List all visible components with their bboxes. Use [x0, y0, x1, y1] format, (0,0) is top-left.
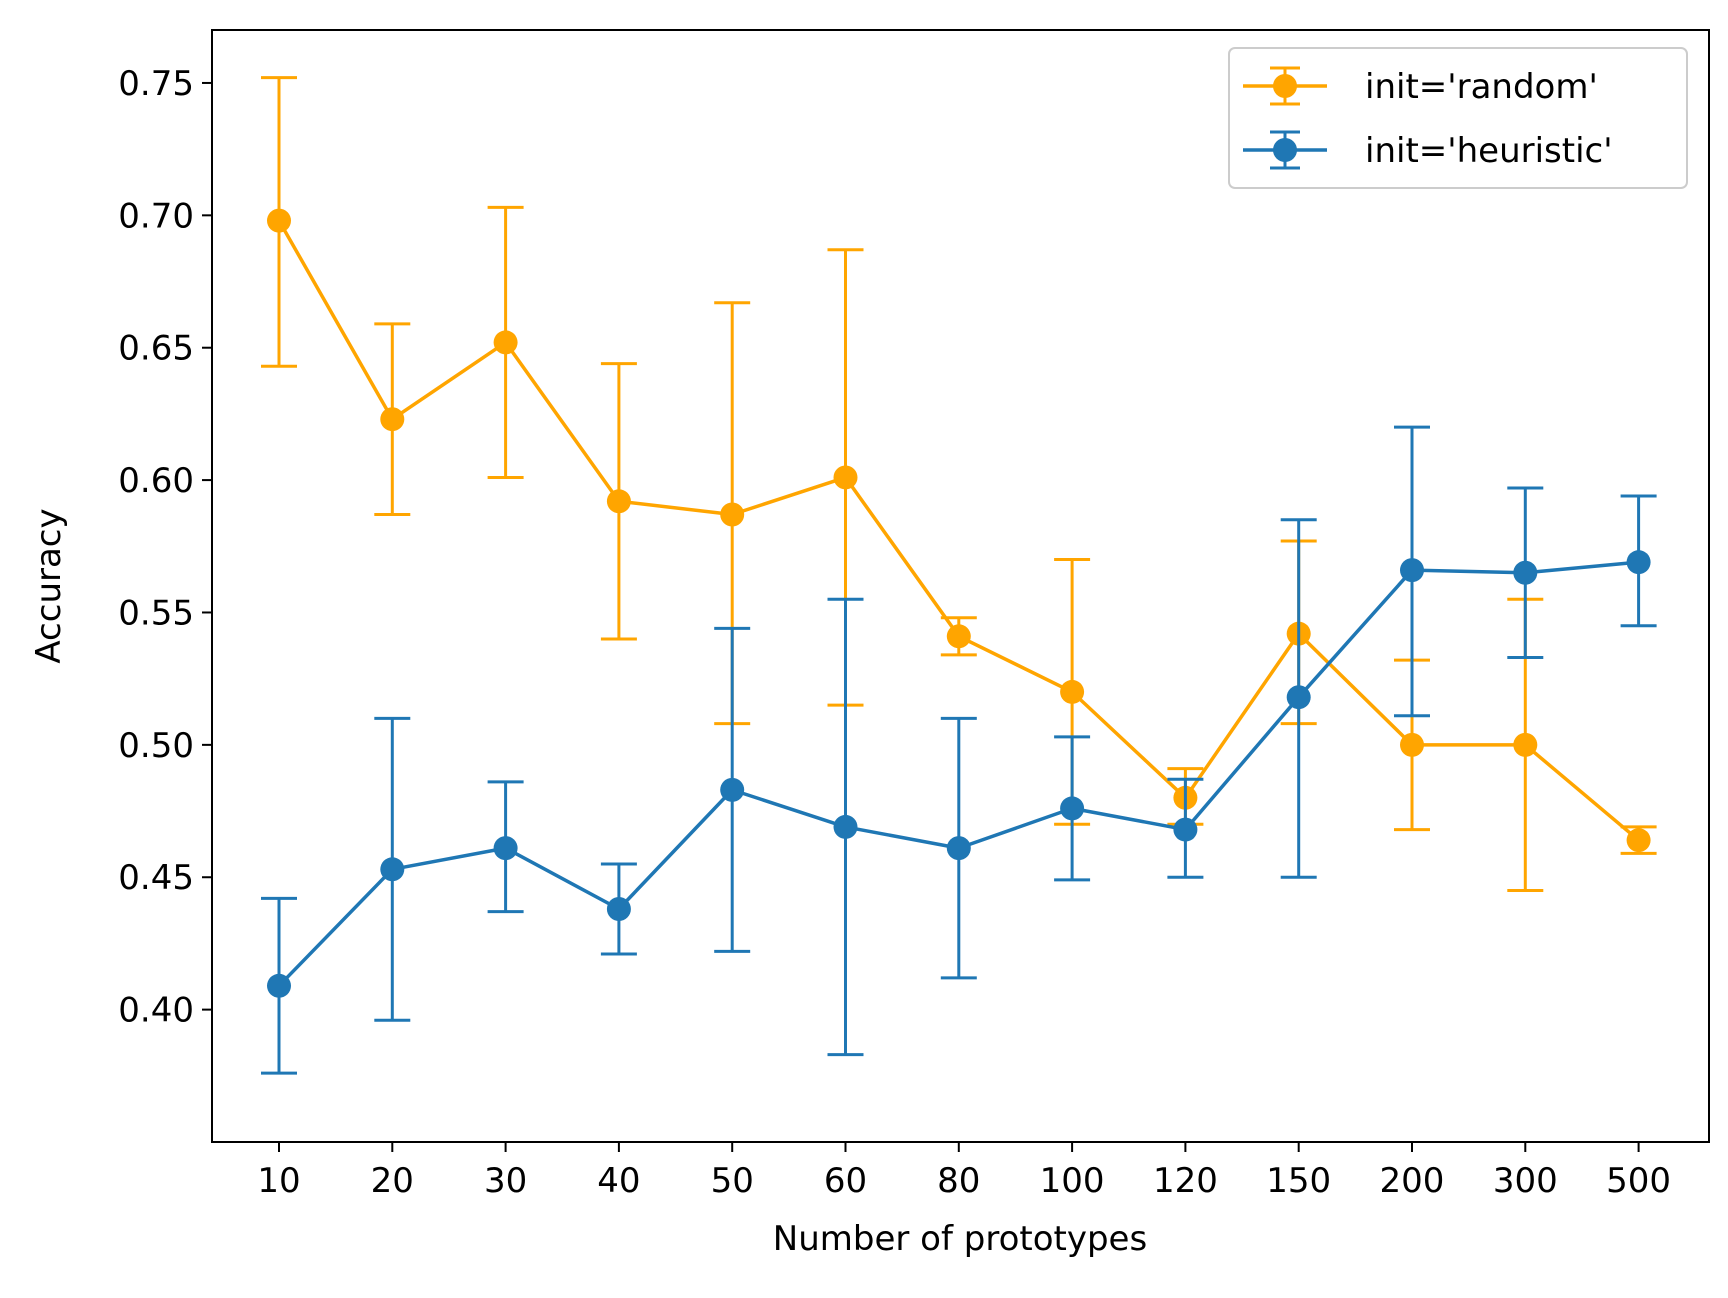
series-1 [261, 76, 1657, 892]
data-point [267, 208, 291, 233]
y-axis-label: Accuracy [29, 508, 69, 663]
data-point [380, 407, 405, 432]
x-tick-label: 60 [824, 1161, 867, 1201]
data-point [606, 489, 631, 514]
data-point [1626, 550, 1651, 575]
y-tick-label: 0.70 [118, 196, 194, 236]
data-point [833, 465, 858, 490]
data-point [1400, 558, 1424, 583]
data-point [606, 897, 631, 922]
y-tick-label: 0.40 [118, 991, 194, 1031]
data-point [946, 836, 971, 861]
x-tick-label: 100 [1040, 1161, 1105, 1201]
data-point [720, 777, 745, 802]
x-tick-label: 500 [1606, 1161, 1671, 1201]
data-point [1060, 679, 1085, 704]
legend-entry: init='heuristic' [1243, 130, 1613, 171]
data-point [720, 502, 745, 527]
x-tick-label: 300 [1493, 1161, 1558, 1201]
x-tick-label: 50 [711, 1161, 754, 1201]
data-point [1513, 732, 1538, 757]
y-tick-label: 0.60 [118, 461, 194, 501]
legend-marker [1273, 138, 1297, 162]
data-point [1626, 828, 1651, 853]
x-tick-label: 150 [1266, 1161, 1331, 1201]
data-point [1400, 732, 1424, 757]
data-point [1513, 560, 1538, 585]
data-point [833, 814, 858, 839]
data-point [1060, 796, 1085, 821]
y-tick-label: 0.45 [118, 858, 194, 898]
legend-marker [1273, 74, 1297, 98]
y-tick-label: 0.55 [118, 593, 194, 633]
x-tick-label: 10 [257, 1161, 300, 1201]
legend-box [1228, 47, 1688, 189]
y-tick-label: 0.50 [118, 726, 194, 766]
plot-frame [211, 29, 1710, 1143]
data-point [493, 836, 518, 861]
x-tick-label: 40 [597, 1161, 640, 1201]
data-point [1173, 817, 1198, 842]
data-point [380, 857, 405, 882]
x-tick-label: 120 [1153, 1161, 1218, 1201]
x-tick-label: 30 [484, 1161, 527, 1201]
y-tick-label: 0.75 [118, 64, 194, 104]
legend-label: init='heuristic' [1365, 131, 1613, 171]
x-tick-label: 80 [937, 1161, 980, 1201]
legend-entry: init='random' [1243, 66, 1598, 107]
series-2 [261, 425, 1657, 1075]
data-point [1286, 685, 1311, 710]
x-tick-label: 200 [1380, 1161, 1445, 1201]
y-tick-label: 0.65 [118, 329, 194, 369]
x-axis-label: Number of prototypes [773, 1219, 1147, 1259]
legend-label: init='random' [1365, 67, 1598, 107]
legend: init='random' init='heuristic' [1228, 47, 1688, 189]
x-tick-label: 20 [371, 1161, 414, 1201]
data-point [493, 330, 518, 355]
data-point [946, 624, 971, 649]
data-point [267, 973, 291, 998]
